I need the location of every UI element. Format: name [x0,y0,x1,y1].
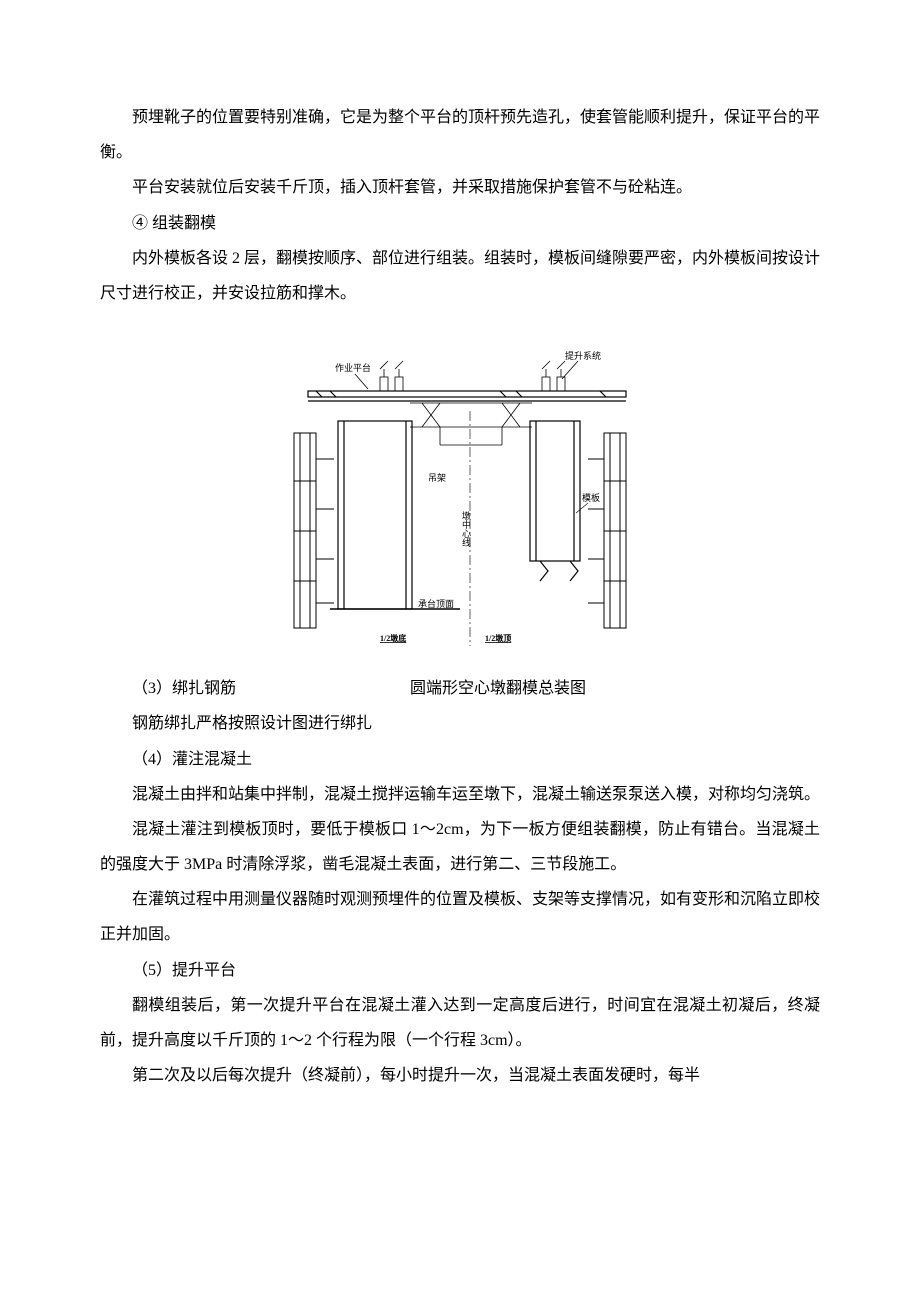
paragraph-13: 第二次及以后每次提升（终凝前），每小时提升一次，当混凝土表面发硬时，每半 [100,1058,820,1093]
label-lift-system: 提升系统 [565,350,601,361]
label-half-top: 1/2墩顶 [485,633,511,643]
label-platform: 作业平台 [335,362,371,373]
paragraph-4: 内外模板各设 2 层，翻模按顺序、部位进行组装。组装时，模板间缝隙要严密，内外模… [100,241,820,311]
paragraph-9: 混凝土灌注到模板顶时，要低于模板口 1～2cm，为下一板方便组装翻模，防止有错台… [100,812,820,882]
engineering-diagram: 作业平台 提升系统 [280,341,640,661]
label-centerline: 墩中心线 [461,510,471,547]
paragraph-8: 混凝土由拌和站集中拌制，混凝土搅拌运输车运至墩下，混凝土输送泵泵送入模，对称均匀… [100,777,820,812]
paragraph-10: 在灌筑过程中用测量仪器随时观测预埋件的位置及模板、支架等支撑情况，如有变形和沉陷… [100,882,820,952]
paragraph-1: 预埋靴子的位置要特别准确，它是为整个平台的顶杆预先造孔，使套管能顺利提升，保证平… [100,100,820,170]
paragraph-6: 钢筋绑扎严格按照设计图进行绑扎 [100,706,820,741]
caption-row: （3）绑扎钢筋 圆端形空心墩翻模总装图 [100,671,820,706]
section-3-title: （3）绑扎钢筋 [100,671,236,706]
paragraph-11: （5）提升平台 [100,953,820,988]
label-cap-surface: 承台顶面 [418,598,454,609]
label-template: 模板 [582,492,600,503]
label-hanger: 吊架 [428,473,446,483]
paragraph-2: 平台安装就位后安装千斤顶，插入顶杆套管，并采取措施保护套管不与砼粘连。 [100,170,820,205]
diagram-container: 作业平台 提升系统 [100,341,820,661]
label-half-bottom: 1/2墩底 [380,633,406,643]
diagram-svg: 作业平台 提升系统 [280,341,640,661]
paragraph-3: ④ 组装翻模 [100,206,820,241]
paragraph-12: 翻模组装后，第一次提升平台在混凝土灌入达到一定高度后进行，时间宜在混凝土初凝后，… [100,988,820,1058]
paragraph-7: （4）灌注混凝土 [100,742,820,777]
diagram-caption: 圆端形空心墩翻模总装图 [236,671,820,706]
